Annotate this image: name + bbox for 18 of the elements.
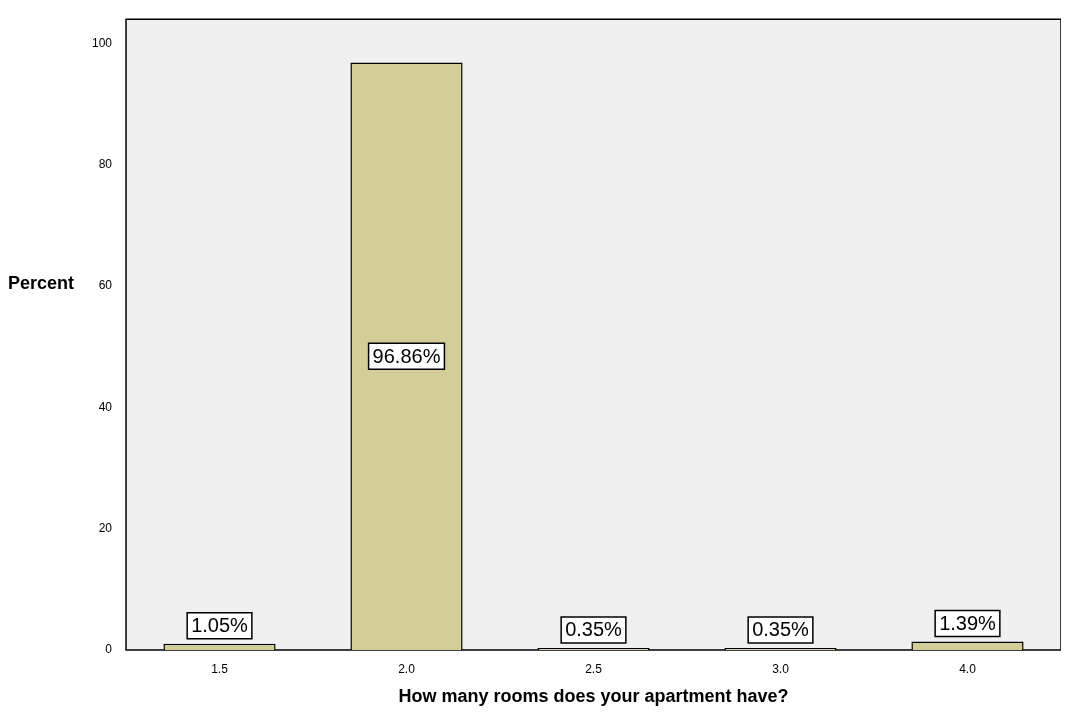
x-tick-label: 2.5: [585, 661, 603, 676]
y-tick-label: 0: [105, 642, 113, 657]
data-label: 96.86%: [372, 344, 441, 367]
x-tick-label: 2.0: [398, 661, 416, 676]
data-label: 0.35%: [565, 618, 623, 641]
data-label: 1.05%: [191, 614, 249, 637]
y-tick-label: 100: [91, 35, 113, 50]
x-tick-label: 4.0: [959, 661, 977, 676]
y-axis-title: Percent: [8, 273, 75, 294]
x-tick-label: 1.5: [211, 661, 229, 676]
x-axis-title: How many rooms does your apartment have?: [398, 686, 789, 707]
y-tick-label: 20: [98, 521, 113, 535]
y-tick-label: 40: [98, 399, 113, 414]
y-tick-label: 60: [98, 278, 113, 293]
y-tick-label: 80: [98, 157, 113, 172]
data-label: 0.35%: [752, 618, 810, 641]
data-label: 1.39%: [939, 612, 997, 635]
x-tick-label: 3.0: [772, 661, 790, 676]
